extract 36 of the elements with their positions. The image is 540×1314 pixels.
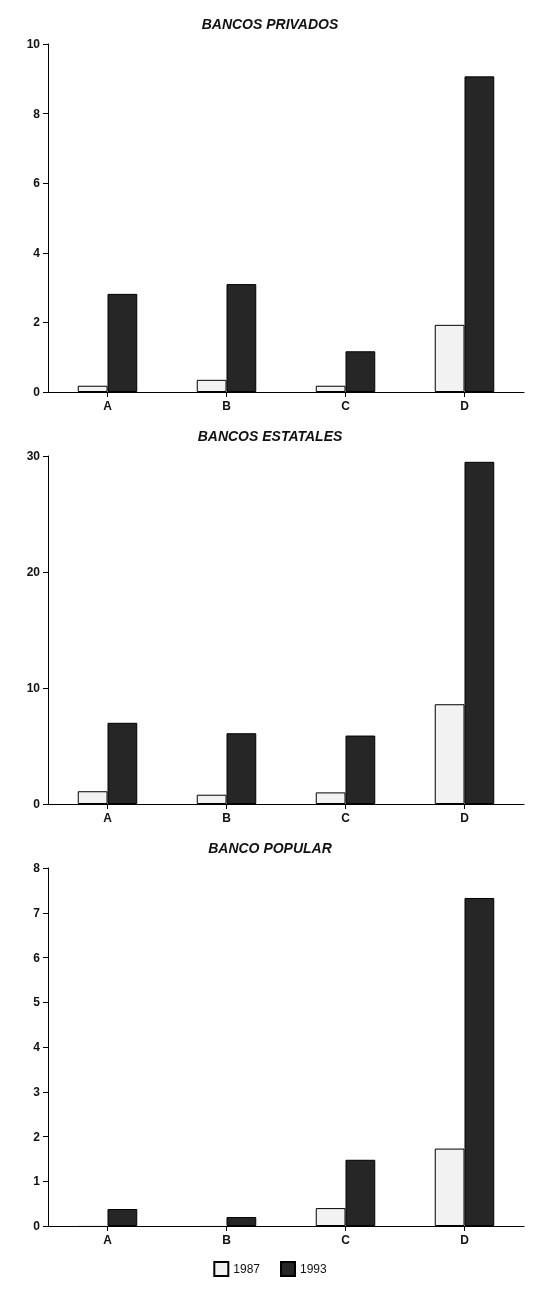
x-tick-label: A xyxy=(103,1233,113,1247)
x-tick-label: D xyxy=(460,1233,470,1247)
y-tick-label: 10 xyxy=(26,37,41,51)
y-tick-label: 5 xyxy=(33,995,41,1010)
legend-label: 1987 xyxy=(233,1262,261,1276)
y-tick-label: 30 xyxy=(26,449,41,463)
x-tick-label: C xyxy=(341,811,351,825)
x-tick-label: B xyxy=(222,399,232,413)
x-tick-label: C xyxy=(341,399,351,413)
chart-title: BANCOS ESTATALES xyxy=(197,428,343,444)
y-tick-label: 10 xyxy=(26,681,41,695)
y-tick-label: 6 xyxy=(33,950,41,965)
x-tick-label: A xyxy=(103,811,113,825)
x-tick-label: B xyxy=(222,811,232,825)
chart-title: BANCOS PRIVADOS xyxy=(201,16,339,32)
x-tick-label: D xyxy=(460,399,470,413)
y-tick-label: 0 xyxy=(33,385,41,399)
x-tick-label: C xyxy=(341,1233,351,1247)
legend-label: 1993 xyxy=(300,1262,328,1276)
y-tick-label: 3 xyxy=(33,1084,41,1099)
chart-title: BANCO POPULAR xyxy=(208,840,333,856)
y-tick-label: 4 xyxy=(33,1040,41,1054)
y-tick-label: 2 xyxy=(33,1129,41,1144)
y-tick-label: 7 xyxy=(33,905,41,920)
x-tick-label: A xyxy=(103,399,113,413)
y-tick-label: 1 xyxy=(33,1174,41,1189)
y-tick-label: 20 xyxy=(26,565,41,579)
y-tick-label: 8 xyxy=(33,861,41,875)
y-tick-label: 2 xyxy=(33,315,41,330)
y-tick-label: 0 xyxy=(33,1219,41,1233)
y-tick-label: 0 xyxy=(33,797,41,811)
x-tick-label: B xyxy=(222,1233,232,1247)
x-tick-label: D xyxy=(460,811,470,825)
y-tick-label: 6 xyxy=(33,176,41,191)
y-tick-label: 4 xyxy=(33,245,41,260)
y-tick-label: 8 xyxy=(33,106,41,121)
